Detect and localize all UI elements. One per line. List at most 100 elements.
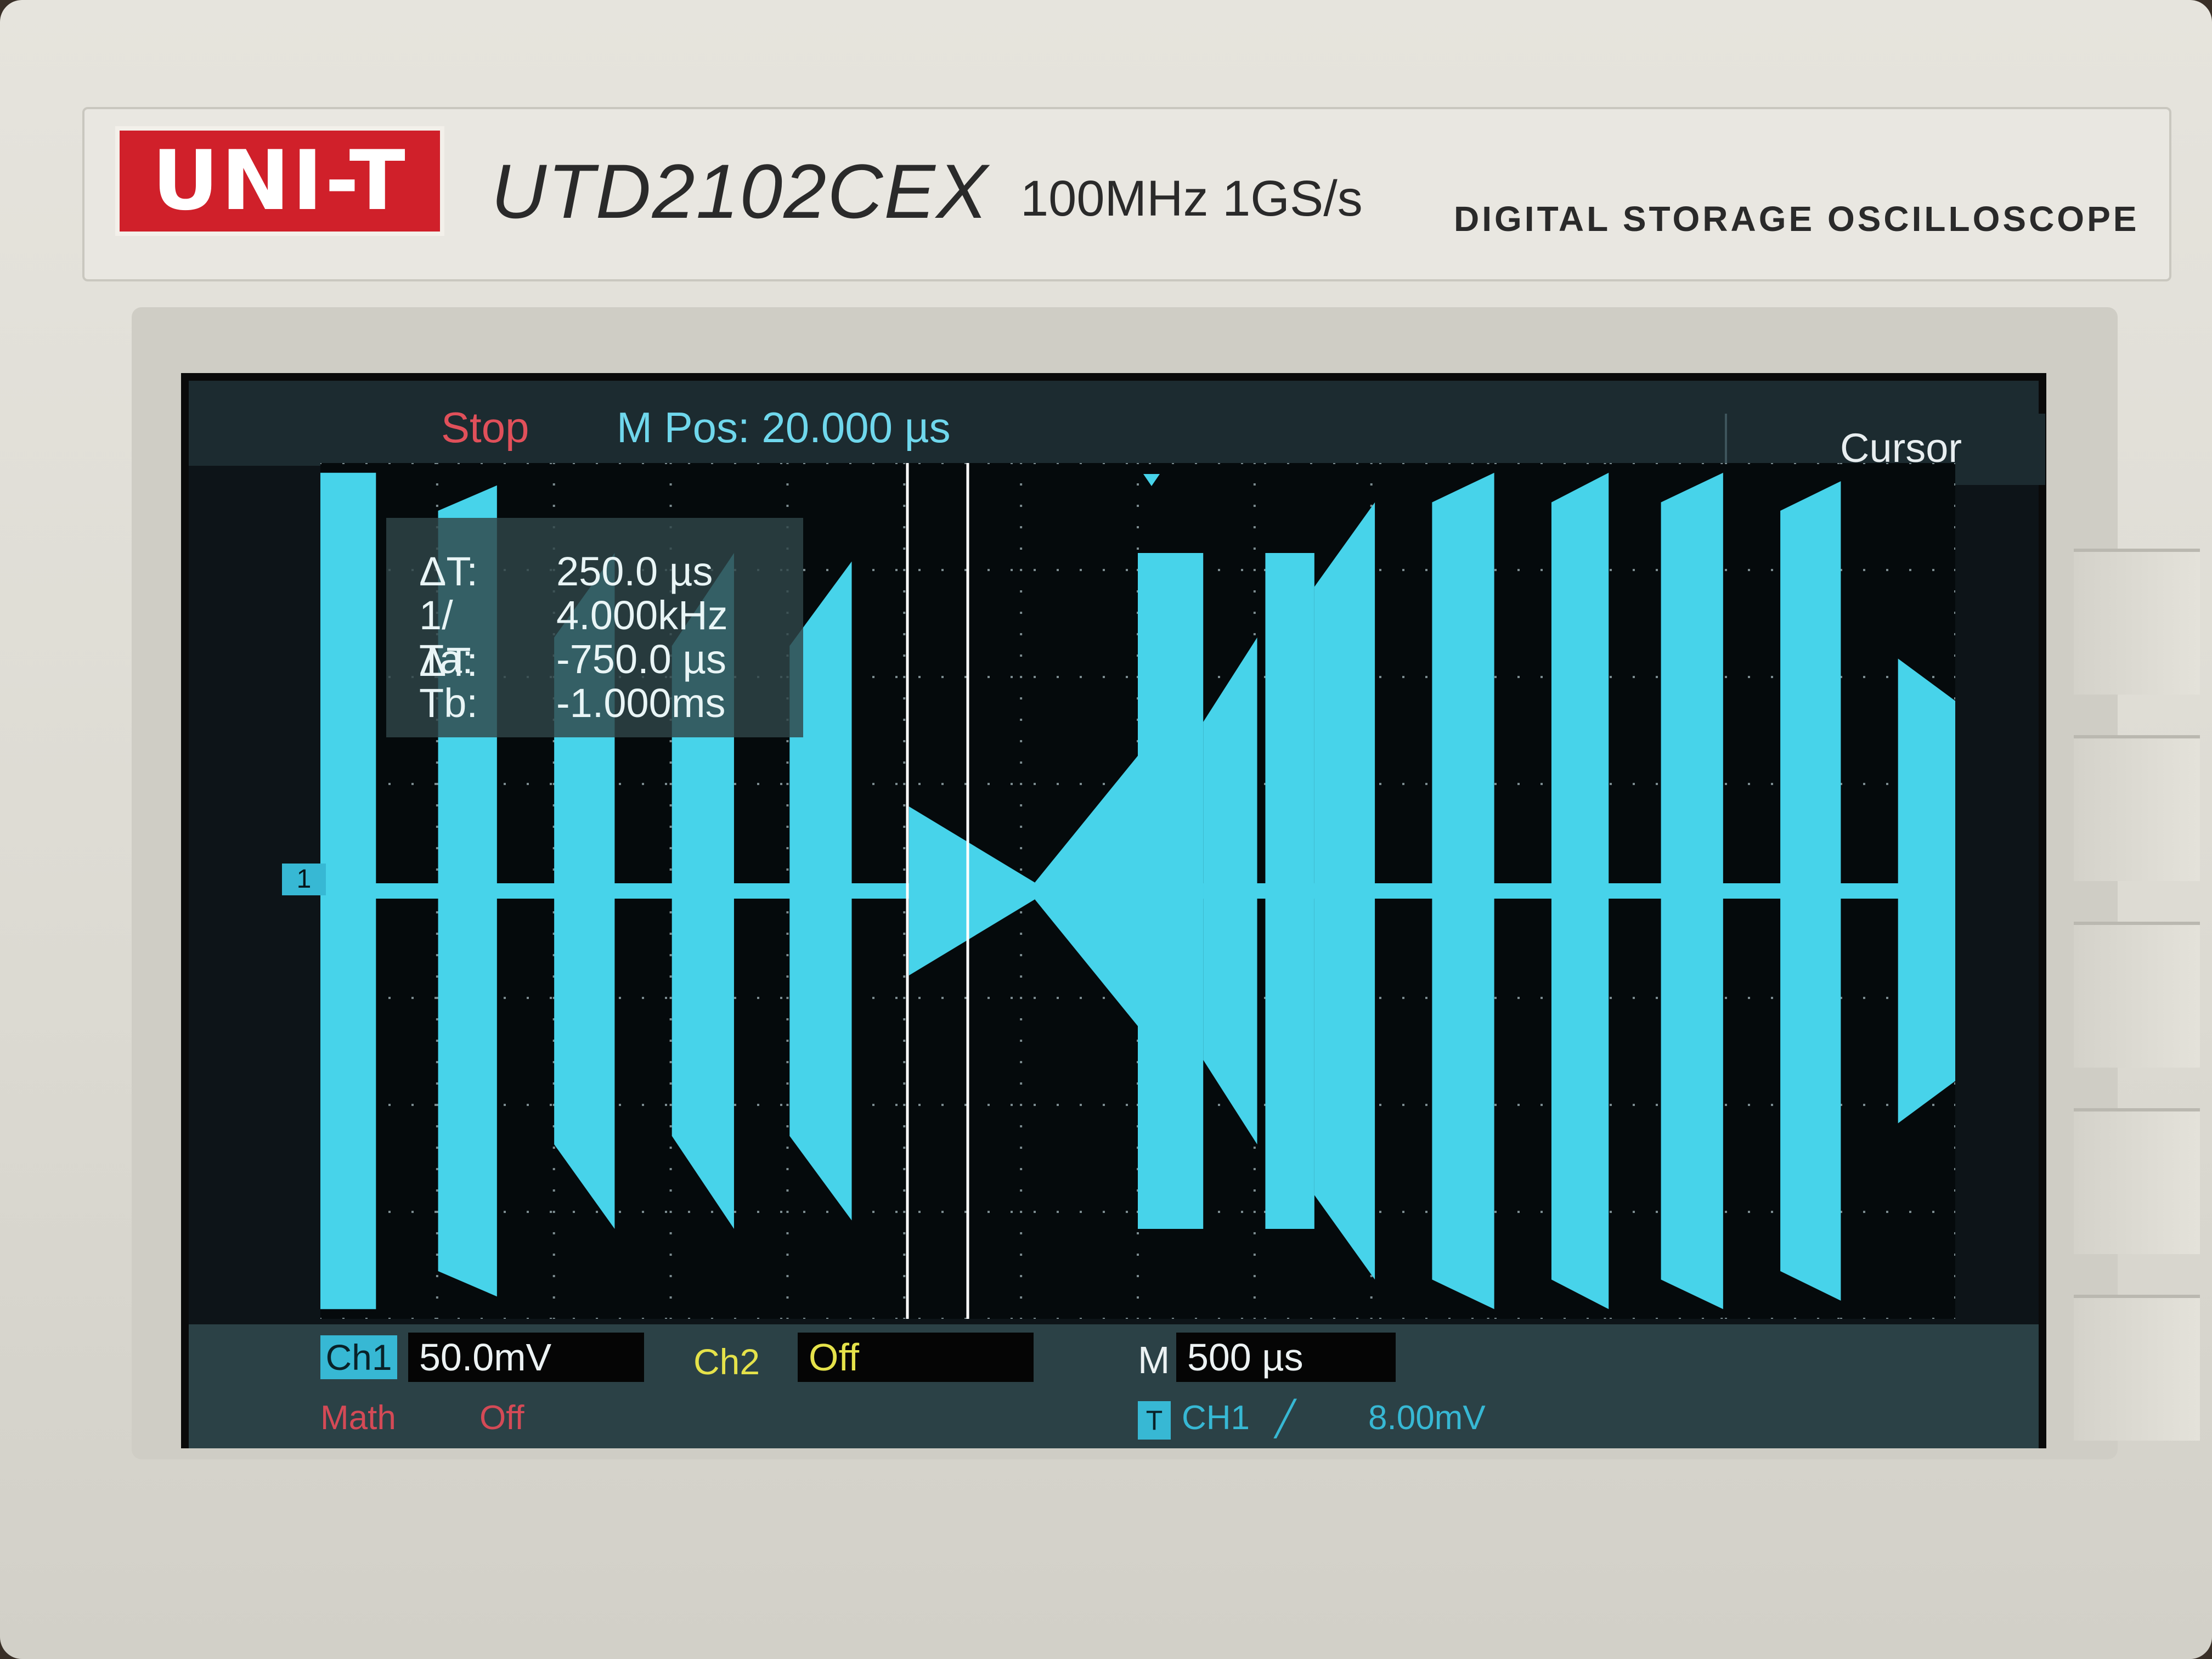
grid-dot <box>436 505 438 507</box>
waveform-burst <box>1898 658 1955 1124</box>
grid-dot <box>1310 1318 1312 1319</box>
side-button-3[interactable] <box>2074 922 2200 1068</box>
grid-dot <box>552 1168 555 1170</box>
grid-dot <box>619 997 621 999</box>
grid-dot <box>1840 676 1842 678</box>
grid-dot <box>669 997 672 999</box>
grid-dot <box>786 804 789 806</box>
grid-dot <box>826 463 828 464</box>
grid-dot <box>1748 783 1750 785</box>
grid-dot <box>1057 463 1059 464</box>
grid-dot <box>1137 548 1139 550</box>
grid-dot <box>1103 1211 1105 1213</box>
grid-dot <box>436 463 438 464</box>
grid-dot <box>552 1275 555 1277</box>
grid-dot <box>1886 569 1888 571</box>
grid-dot <box>1725 1104 1727 1106</box>
grid-dot <box>903 1147 906 1149</box>
grid-dot <box>1954 526 1955 528</box>
grid-dot <box>1020 719 1023 721</box>
grid-dot <box>757 1104 759 1106</box>
side-button-1[interactable] <box>2074 549 2200 695</box>
grid-dot <box>1633 1104 1635 1106</box>
grid-dot <box>1954 1211 1955 1213</box>
ch2-label[interactable]: Ch2 <box>693 1341 760 1382</box>
grid-dot <box>1020 612 1023 614</box>
grid-dot <box>1034 1211 1036 1213</box>
grid-dot <box>941 463 944 464</box>
grid-dot <box>1771 1104 1773 1106</box>
grid-dot <box>1137 1296 1139 1299</box>
grid-dot <box>1656 1318 1658 1319</box>
grid-dot <box>1103 463 1105 464</box>
grid-dot <box>1954 1104 1955 1106</box>
side-button-2[interactable] <box>2074 735 2200 881</box>
grid-dot <box>1954 548 1955 550</box>
grid-dot <box>669 847 672 849</box>
grid-dot <box>1264 1104 1266 1106</box>
delta-t-label: ΔT: <box>419 549 478 594</box>
grid-dot <box>619 463 621 464</box>
grid-dot <box>918 1211 921 1213</box>
grid-dot <box>903 548 906 550</box>
grid-dot <box>1954 697 1955 699</box>
grid-dot <box>895 1104 898 1106</box>
grid-dot <box>388 783 391 785</box>
grid-dot <box>388 463 391 464</box>
grid-dot <box>964 676 967 678</box>
grid-dot <box>1840 1318 1842 1319</box>
grid-dot <box>665 783 667 785</box>
grid-dot <box>1020 1061 1023 1063</box>
grid-dot <box>1517 997 1520 999</box>
tb-value: -1.000ms <box>556 680 726 726</box>
grid-dot <box>1103 676 1105 678</box>
grid-dot <box>1020 1104 1023 1106</box>
grid-dot <box>458 1318 460 1319</box>
grid-dot <box>550 1211 552 1213</box>
ch1-ground-marker[interactable]: 1 <box>282 864 326 895</box>
grid-dot <box>436 1232 438 1234</box>
grid-dot <box>669 483 672 486</box>
grid-dot <box>1633 676 1635 678</box>
grid-dot <box>669 1040 672 1042</box>
grid-dot <box>1020 868 1023 871</box>
grid-dot <box>1264 997 1266 999</box>
grid-dot <box>669 1018 672 1020</box>
grid-dot <box>849 1318 851 1319</box>
grid-dot <box>1425 676 1427 678</box>
run-state[interactable]: Stop <box>441 403 529 452</box>
grid-dot <box>1448 1318 1451 1319</box>
grid-dot <box>711 463 713 464</box>
math-label[interactable]: Math <box>320 1399 396 1437</box>
side-button-4[interactable] <box>2074 1108 2200 1254</box>
grid-dot <box>1011 463 1013 464</box>
grid-dot <box>1057 1318 1059 1319</box>
side-button-5[interactable] <box>2074 1295 2200 1441</box>
ch1-label[interactable]: Ch1 <box>320 1335 397 1379</box>
grid-dot <box>1034 997 1036 999</box>
grid-dot <box>1057 1211 1059 1213</box>
grid-dot <box>1656 676 1658 678</box>
grid-dot <box>786 483 789 486</box>
grid-dot <box>1126 1104 1128 1106</box>
grid-dot <box>903 463 906 464</box>
grid-dot <box>903 676 906 678</box>
grid-dot <box>642 1211 644 1213</box>
grid-dot <box>903 697 906 699</box>
grid-dot <box>1402 569 1404 571</box>
horizontal-position: M Pos: 20.000 µs <box>617 403 951 452</box>
grid-dot <box>552 1018 555 1020</box>
timebase-value[interactable]: 500 µs <box>1176 1333 1396 1382</box>
grid-dot <box>1610 1318 1612 1319</box>
grid-dot <box>1863 1211 1865 1213</box>
grid-dot <box>1954 633 1955 635</box>
grid-dot <box>903 868 906 871</box>
grid-dot <box>1218 569 1220 571</box>
math-state: Off <box>479 1399 524 1437</box>
grid-dot <box>388 997 391 999</box>
grid-dot <box>552 1147 555 1149</box>
grid-dot <box>786 1211 789 1213</box>
grid-dot <box>786 1275 789 1277</box>
grid-dot <box>903 911 906 913</box>
grid-dot <box>669 868 672 871</box>
